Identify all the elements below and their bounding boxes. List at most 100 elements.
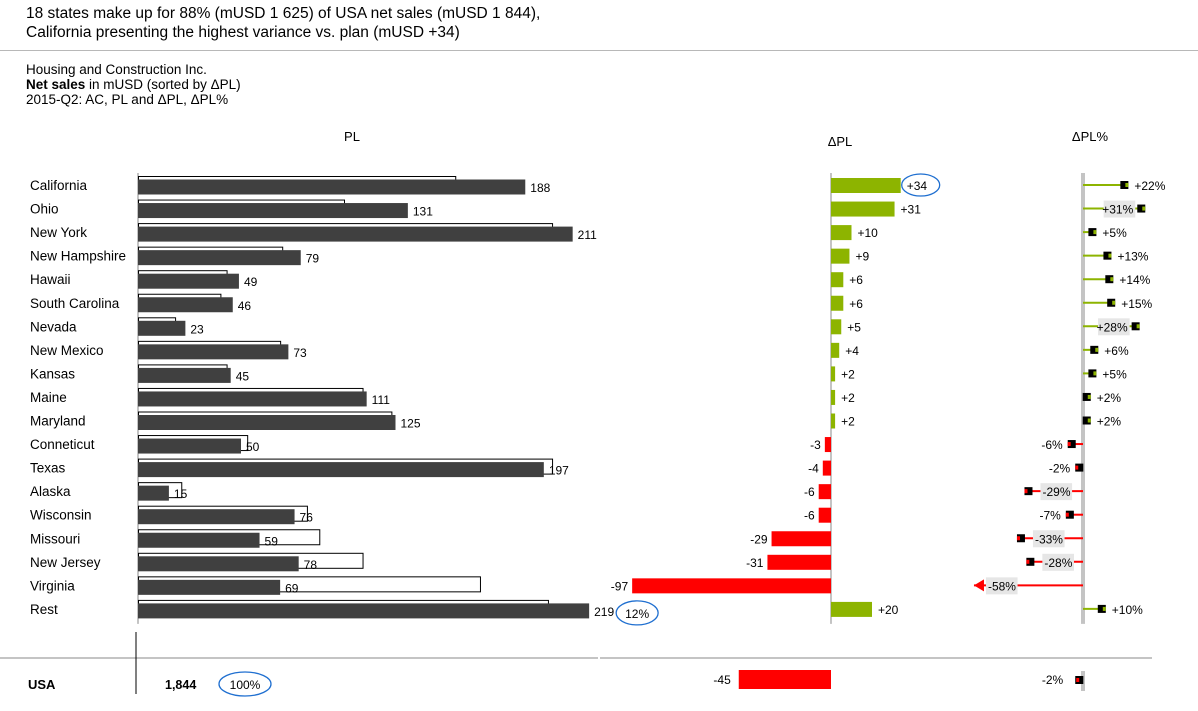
chart-row: Alaska 15 -6 -29%	[30, 482, 1083, 501]
dplpct-value-label: +5%	[1102, 226, 1127, 240]
category-label: Kansas	[30, 366, 75, 381]
dplpct-marker-accent	[1102, 606, 1106, 611]
dplpct-marker-accent	[1108, 253, 1112, 258]
dplpct-marker-accent	[1110, 277, 1114, 282]
dpl-value-label: +10	[858, 226, 879, 240]
dplpct-marker-accent	[1142, 206, 1146, 211]
dpl-bar	[818, 484, 831, 500]
ac-value-label: 211	[578, 228, 597, 242]
dplpct-value-label: +2%	[1097, 415, 1122, 429]
highlight-circle	[901, 173, 941, 197]
dplpct-value-label: +28%	[1097, 320, 1128, 334]
dpl-value-label: +34	[907, 179, 928, 193]
dplpct-label-bg	[1103, 200, 1136, 218]
dplpct-value-label: +5%	[1102, 367, 1127, 381]
ac-value-label: 69	[285, 581, 299, 595]
dpl-value-label: +20	[878, 603, 899, 617]
dplpct-marker	[1088, 369, 1097, 378]
headline-line-2: California presenting the highest varian…	[26, 24, 460, 41]
dplpct-marker	[1065, 510, 1074, 519]
dplpct-marker-accent	[1093, 230, 1097, 235]
category-label: New York	[30, 225, 87, 240]
dplpct-marker-accent	[1087, 394, 1091, 399]
dplpct-value-label: +2%	[1097, 391, 1122, 405]
category-label: Missouri	[30, 531, 80, 546]
ac-value-label: 46	[238, 299, 252, 313]
dplpct-marker	[1131, 322, 1140, 331]
category-label: New Mexico	[30, 343, 104, 358]
dplpct-value-label: +15%	[1121, 297, 1152, 311]
ac-bar	[138, 532, 260, 548]
ac-bar	[138, 297, 233, 313]
ac-bar	[138, 509, 295, 525]
ac-bar	[138, 226, 573, 242]
dplpct-marker	[1067, 440, 1076, 449]
chart-row: Missouri 59 -29 -33%	[30, 529, 1083, 548]
ac-bar	[138, 179, 526, 195]
total-label: USA	[28, 677, 56, 692]
chart-row: Rest 219 +20 +10% 12%	[30, 599, 1143, 626]
ac-bar	[138, 462, 544, 478]
header-divider	[0, 50, 1198, 51]
ac-bar	[138, 579, 281, 595]
total-dplpct-label: -2%	[1042, 673, 1064, 687]
dpl-value-label: +6	[849, 297, 863, 311]
ac-value-label: 125	[401, 417, 421, 431]
dpl-value-label: +4	[845, 344, 859, 358]
dpl-value-label: -6	[804, 485, 815, 499]
ac-bar	[138, 367, 231, 383]
chart-row: Virginia 69 -97 -58%	[30, 576, 1083, 595]
dpl-value-label: -31	[746, 556, 764, 570]
ac-value-label: 111	[372, 393, 391, 407]
chart-row: Nevada 23 +5 +28%	[30, 317, 1140, 336]
chart-rows: California 188 +34 +22% Ohio 131 +31 +31% New Yo…	[30, 173, 1166, 626]
dplpct-marker	[1090, 345, 1099, 354]
ac-value-label: 197	[549, 464, 569, 478]
dpl-bar	[831, 272, 844, 288]
ac-value-label: 49	[244, 275, 258, 289]
dpl-bar	[831, 319, 842, 335]
period-line: 2015-Q2: AC, PL and ΔPL, ΔPL%	[26, 92, 229, 107]
dpl-bar	[831, 225, 852, 241]
dpl-bar	[771, 531, 831, 547]
dpl-bar	[831, 389, 836, 405]
total-share-label: 100%	[230, 678, 261, 692]
dplpct-marker-accent	[1087, 418, 1091, 423]
dplpct-marker	[1082, 392, 1091, 401]
ac-bar	[138, 320, 186, 336]
measure-unit: in mUSD (sorted by ΔPL)	[85, 77, 241, 92]
dplpct-value-label: -28%	[1044, 556, 1072, 570]
chart-row: Conneticut 50 -3 -6%	[30, 435, 1083, 454]
dplpct-marker	[1024, 487, 1033, 496]
dplpct-outlier-arrow	[973, 579, 984, 592]
dplpct-value-label: -2%	[1049, 462, 1071, 476]
dpl-bar	[831, 366, 836, 382]
ac-bar	[138, 438, 241, 454]
category-label: Hawaii	[30, 272, 71, 287]
dplpct-value-label: +6%	[1104, 344, 1129, 358]
dpl-bar	[831, 413, 836, 429]
total-dpl-bar	[738, 670, 831, 689]
category-label: Maine	[30, 390, 67, 405]
dplpct-label-bg	[1032, 530, 1065, 548]
dplpct-marker	[1105, 275, 1114, 284]
dplpct-marker	[1082, 416, 1091, 425]
ac-value-label: 15	[174, 487, 188, 501]
category-label: Alaska	[30, 484, 71, 499]
total-share-circle	[218, 671, 272, 697]
category-label: California	[30, 178, 88, 193]
ac-bar	[138, 415, 396, 430]
category-label: New Hampshire	[30, 249, 126, 264]
ac-value-label: 50	[246, 440, 260, 454]
ac-value-label: 79	[306, 252, 320, 266]
dplpct-marker-accent	[1067, 442, 1071, 447]
category-label: New Jersey	[30, 555, 101, 570]
ac-value-label: 131	[413, 205, 433, 219]
chart-row: Maine 111 +2 +2%	[30, 387, 1122, 407]
dpl-bar	[831, 178, 901, 193]
category-label: South Carolina	[30, 296, 120, 311]
dpl-bar	[632, 578, 831, 594]
chart-headline: 18 states make up for 88% (mUSD 1 625) o…	[26, 4, 1186, 42]
ac-value-label: 188	[530, 181, 550, 195]
